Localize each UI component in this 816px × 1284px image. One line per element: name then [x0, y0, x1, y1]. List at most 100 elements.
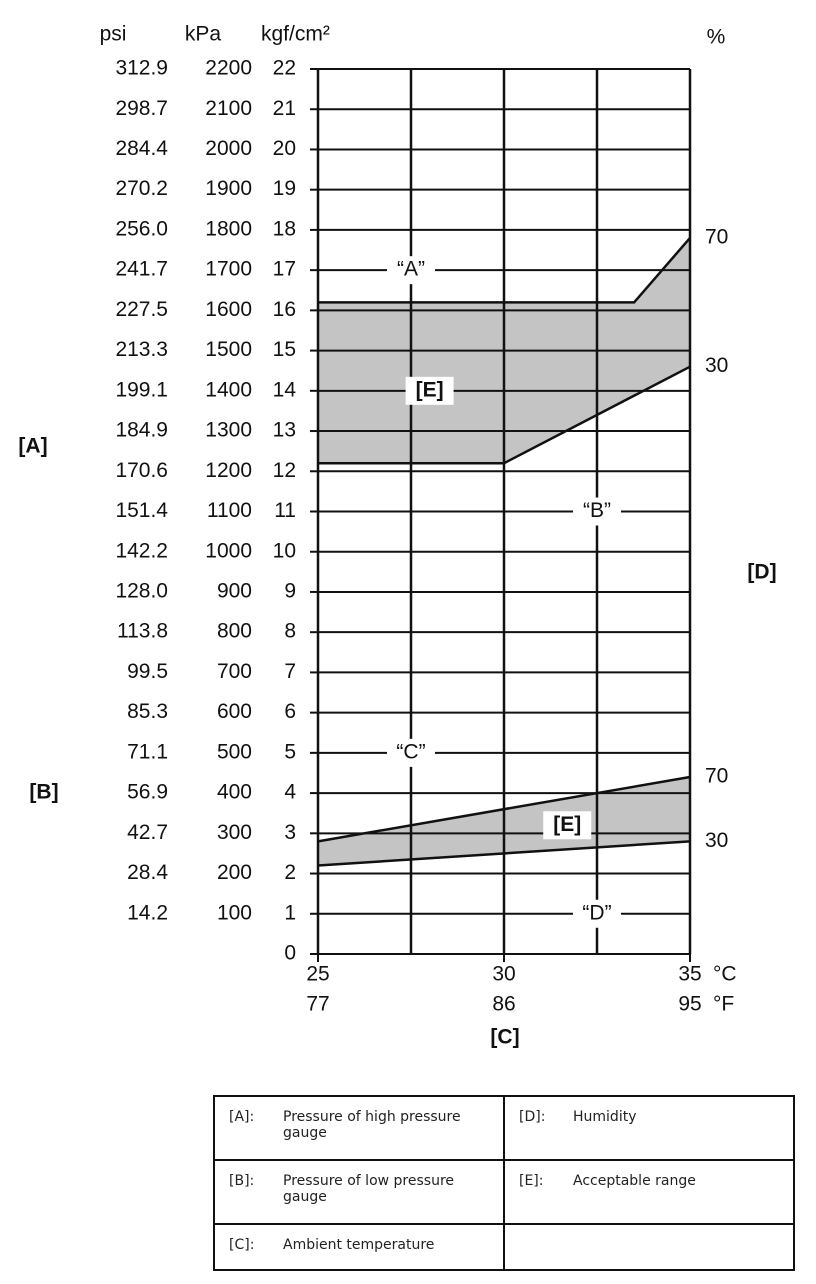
kpa-tick-label: 1800	[205, 217, 252, 240]
kpa-tick-label: 1700	[205, 258, 252, 281]
range-upper-line	[317, 775, 691, 843]
side-label: [A]	[18, 435, 47, 458]
annotation-bg	[573, 899, 621, 928]
psi-tick-label: 142.2	[115, 539, 168, 562]
legend-key: [B]:	[229, 1173, 255, 1189]
legend-key: [A]:	[229, 1109, 255, 1125]
kpa-tick-label: 1900	[205, 177, 252, 200]
y-tick-label: 18	[273, 217, 296, 240]
psi-tick-label: 151.4	[115, 499, 168, 522]
kpa-tick-label: 2100	[205, 97, 252, 120]
kpa-tick-label: 500	[217, 740, 252, 763]
y-tick-label: 5	[284, 740, 296, 763]
y-tick-label: 1	[284, 901, 296, 924]
y-tick-label: 13	[273, 419, 296, 442]
psi-tick-label: 284.4	[115, 137, 168, 160]
y-header: kgf/cm²	[261, 23, 330, 46]
psi-tick-label: 256.0	[115, 217, 168, 240]
psi-tick-label: 85.3	[127, 700, 168, 723]
annotation: “B”	[583, 499, 611, 522]
legend-text: Pressure of low pressure gauge	[283, 1173, 455, 1205]
legend-text: Pressure of high pressure gauge	[283, 1109, 461, 1141]
kpa-tick-label: 1000	[205, 539, 252, 562]
kpa-tick-label: 1500	[205, 338, 252, 361]
y-tick-label: 15	[273, 338, 296, 361]
x-tick-label: 25	[306, 963, 329, 986]
kpa-tick-label: 300	[217, 821, 252, 844]
legend-key: [C]:	[229, 1237, 255, 1253]
psi-header: psi	[100, 23, 127, 46]
y-tick-label: 3	[284, 821, 296, 844]
legend-cell: [D]: Humidity	[503, 1095, 795, 1161]
psi-tick-label: 113.8	[117, 620, 168, 643]
y-tick-label: 11	[274, 499, 296, 522]
kpa-tick-label: 1200	[205, 459, 252, 482]
x2-tick-label: 77	[306, 993, 329, 1016]
annotation-bg	[573, 497, 621, 526]
legend-row: [B]: Pressure of low pressure gauge [E]: Ac…	[213, 1159, 795, 1225]
humidity-label: 30	[705, 354, 728, 377]
y-tick-label: 7	[284, 660, 296, 683]
y-tick-label: 12	[273, 459, 296, 482]
humidity-label: 30	[705, 829, 728, 852]
annotation-bg	[387, 256, 435, 285]
psi-tick-label: 28.4	[127, 861, 168, 884]
annotation: “C”	[396, 740, 425, 763]
x-unit: °C	[713, 963, 737, 986]
range-label: [E]	[553, 813, 581, 836]
side-label: [D]	[747, 561, 776, 584]
y-tick-label: 10	[273, 539, 296, 562]
kpa-tick-label: 600	[217, 700, 252, 723]
y-tick-label: 8	[284, 620, 296, 643]
kpa-tick-label: 200	[217, 861, 252, 884]
annotation: “D”	[582, 901, 611, 924]
psi-tick-label: 227.5	[115, 298, 168, 321]
legend-key: [E]:	[519, 1173, 544, 1189]
y-tick-label: 4	[284, 781, 296, 804]
kpa-tick-label: 1400	[205, 378, 252, 401]
range-label: [E]	[416, 378, 444, 401]
kpa-tick-label: 2200	[205, 57, 252, 80]
psi-tick-label: 184.9	[115, 419, 168, 442]
kpa-tick-label: 900	[217, 580, 252, 603]
humidity-label: 70	[705, 765, 728, 788]
kpa-tick-label: 700	[217, 660, 252, 683]
kpa-tick-label: 800	[217, 620, 252, 643]
legend-cell	[503, 1223, 795, 1271]
psi-tick-label: 312.9	[115, 57, 168, 80]
legend-text: Humidity	[573, 1109, 637, 1125]
psi-tick-label: 71.1	[127, 740, 168, 763]
legend-row: [C]: Ambient temperature	[213, 1223, 795, 1271]
psi-tick-label: 199.1	[115, 378, 168, 401]
kpa-tick-label: 1100	[207, 499, 252, 522]
legend-text: Ambient temperature	[283, 1237, 435, 1253]
legend-cell: [E]: Acceptable range	[503, 1159, 795, 1225]
range-lower-line	[318, 365, 691, 465]
humidity-header: %	[707, 26, 726, 49]
y-tick-label: 0	[284, 942, 296, 965]
x2-tick-label: 86	[492, 993, 515, 1016]
range-label-bg	[543, 811, 592, 840]
x2-unit: °F	[713, 993, 734, 1016]
legend-cell: [B]: Pressure of low pressure gauge	[213, 1159, 505, 1225]
legend-cell: [C]: Ambient temperature	[213, 1223, 505, 1271]
y-tick-label: 14	[273, 378, 297, 401]
chart: psi kPa kgf/cm² %01234567891011121314151617…	[18, 23, 776, 1049]
y-tick-label: 21	[273, 97, 296, 120]
range-label-bg	[405, 376, 454, 405]
legend-cell: [A]: Pressure of high pressure gauge	[213, 1095, 505, 1161]
humidity-label: 70	[705, 226, 728, 249]
x-tick-label: 30	[492, 963, 515, 986]
y-tick-label: 22	[273, 57, 296, 80]
y-tick-label: 20	[273, 137, 296, 160]
psi-tick-label: 241.7	[115, 258, 168, 281]
psi-tick-label: 170.6	[115, 459, 168, 482]
psi-tick-label: 56.9	[127, 781, 168, 804]
x-tick-label: 35	[678, 963, 701, 986]
legend-row: [A]: Pressure of high pressure gauge [D]: H…	[213, 1095, 795, 1161]
psi-tick-label: 14.2	[127, 901, 168, 924]
x2-tick-label: 95	[678, 993, 701, 1016]
psi-tick-label: 42.7	[127, 821, 168, 844]
legend-key: [D]:	[519, 1109, 546, 1125]
annotation: “A”	[397, 258, 425, 281]
